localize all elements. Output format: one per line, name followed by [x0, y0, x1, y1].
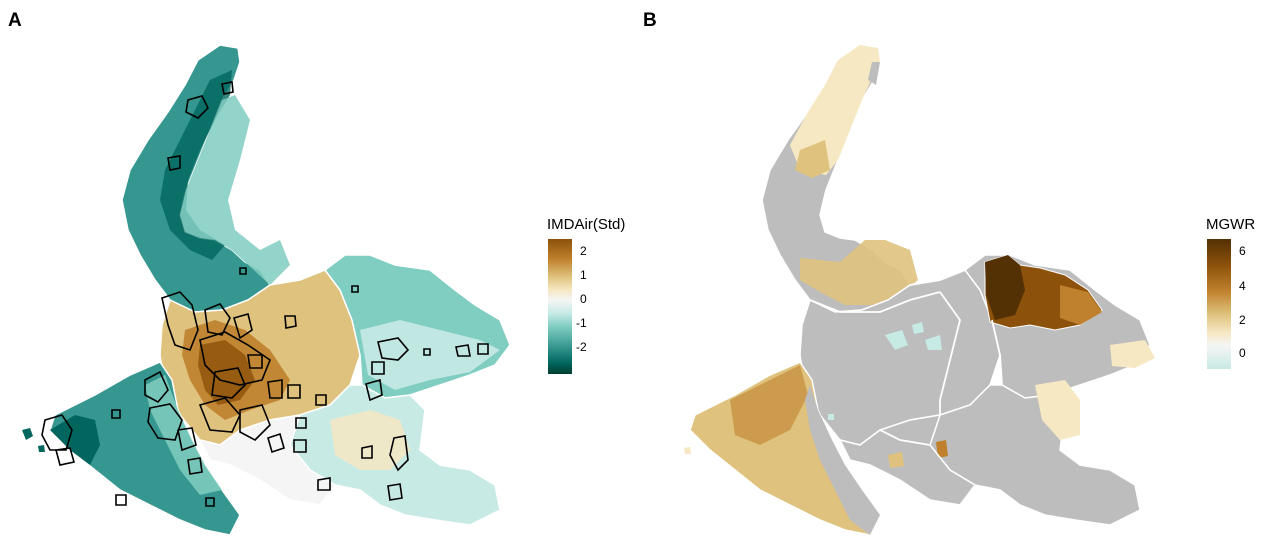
island: [684, 447, 691, 454]
region-grey-top: [868, 62, 880, 85]
region-wirral-grey: [805, 385, 880, 535]
hotspot-outlines: [41, 81, 489, 507]
region-small-warm: [888, 452, 904, 468]
legend-a-colorbar: [548, 239, 572, 374]
region-wirral-teal: [828, 414, 834, 420]
legend-b-tick: 6: [1239, 244, 1246, 258]
region-sefton-inner: [160, 70, 232, 260]
legend-b: MGWR 6 4 2 0: [1206, 216, 1266, 374]
region-south-central: [838, 414, 977, 506]
region-north-tan: [795, 140, 830, 178]
legend-a-tick: 1: [580, 268, 587, 282]
region-wirral-coast: [50, 415, 100, 465]
island: [22, 428, 33, 440]
region-southeast: [929, 384, 1141, 526]
legend-b-tick: 4: [1239, 279, 1246, 293]
legend-a-tick: -2: [576, 340, 587, 354]
legend-a-title: IMDAir(Std): [547, 216, 626, 233]
region-mid-warm: [800, 240, 918, 305]
legend-b-title: MGWR: [1206, 216, 1256, 233]
panel-a-label: A: [8, 10, 22, 31]
map-panel-a: [22, 44, 511, 536]
region-south-central: [198, 414, 337, 506]
region-mgwr-max: [985, 255, 1025, 320]
legend-b-tick: 2: [1239, 313, 1246, 327]
legend-a-tick: 2: [580, 244, 587, 258]
island: [38, 445, 45, 452]
legend-b-tick: 0: [1239, 346, 1246, 360]
region-teal-patch: [885, 330, 908, 350]
legend-b-colorbar: [1207, 239, 1231, 369]
region-wirral-dark: [730, 365, 808, 445]
region-sefton-east: [180, 95, 290, 285]
region-north-warm: [790, 45, 880, 175]
region-teal-patch: [925, 335, 942, 350]
map-panel-b: [684, 44, 1155, 536]
region-teal-patch: [912, 322, 924, 334]
region-wirral: [49, 361, 241, 536]
legend-a-tick: 0: [580, 292, 587, 306]
panel-b-label: B: [643, 10, 657, 31]
region-small-tan: [936, 440, 948, 458]
borough-boundaries: [809, 269, 1003, 446]
legend-a-tick: -1: [576, 316, 587, 330]
region-mgwr-mid: [1060, 285, 1102, 325]
legend-a: IMDAir(Std) 2 1 0 -1 -2: [547, 216, 627, 374]
region-se-warm: [1035, 380, 1080, 440]
region-east-warm: [1110, 340, 1155, 368]
